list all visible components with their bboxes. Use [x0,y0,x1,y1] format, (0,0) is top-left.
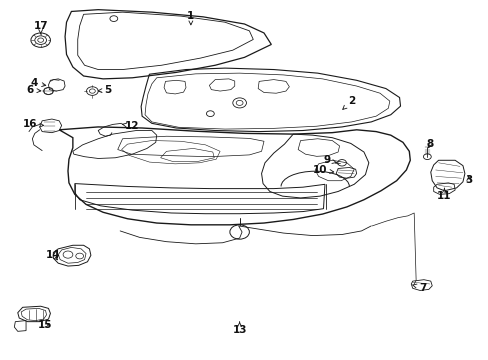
Text: 6: 6 [26,85,41,95]
Text: 4: 4 [30,78,46,88]
Text: 12: 12 [122,121,139,131]
Text: 14: 14 [46,250,61,260]
Text: 17: 17 [33,21,48,34]
Text: 3: 3 [464,175,471,185]
Text: 10: 10 [312,165,333,175]
Text: 16: 16 [22,120,43,129]
Text: 9: 9 [323,155,336,165]
Text: 1: 1 [187,11,194,25]
Text: 2: 2 [342,96,355,109]
Text: 5: 5 [98,85,111,95]
Text: 13: 13 [232,322,246,335]
Text: 8: 8 [426,139,432,149]
Text: 11: 11 [436,188,451,201]
Text: 7: 7 [412,283,426,293]
Text: 15: 15 [37,320,52,330]
